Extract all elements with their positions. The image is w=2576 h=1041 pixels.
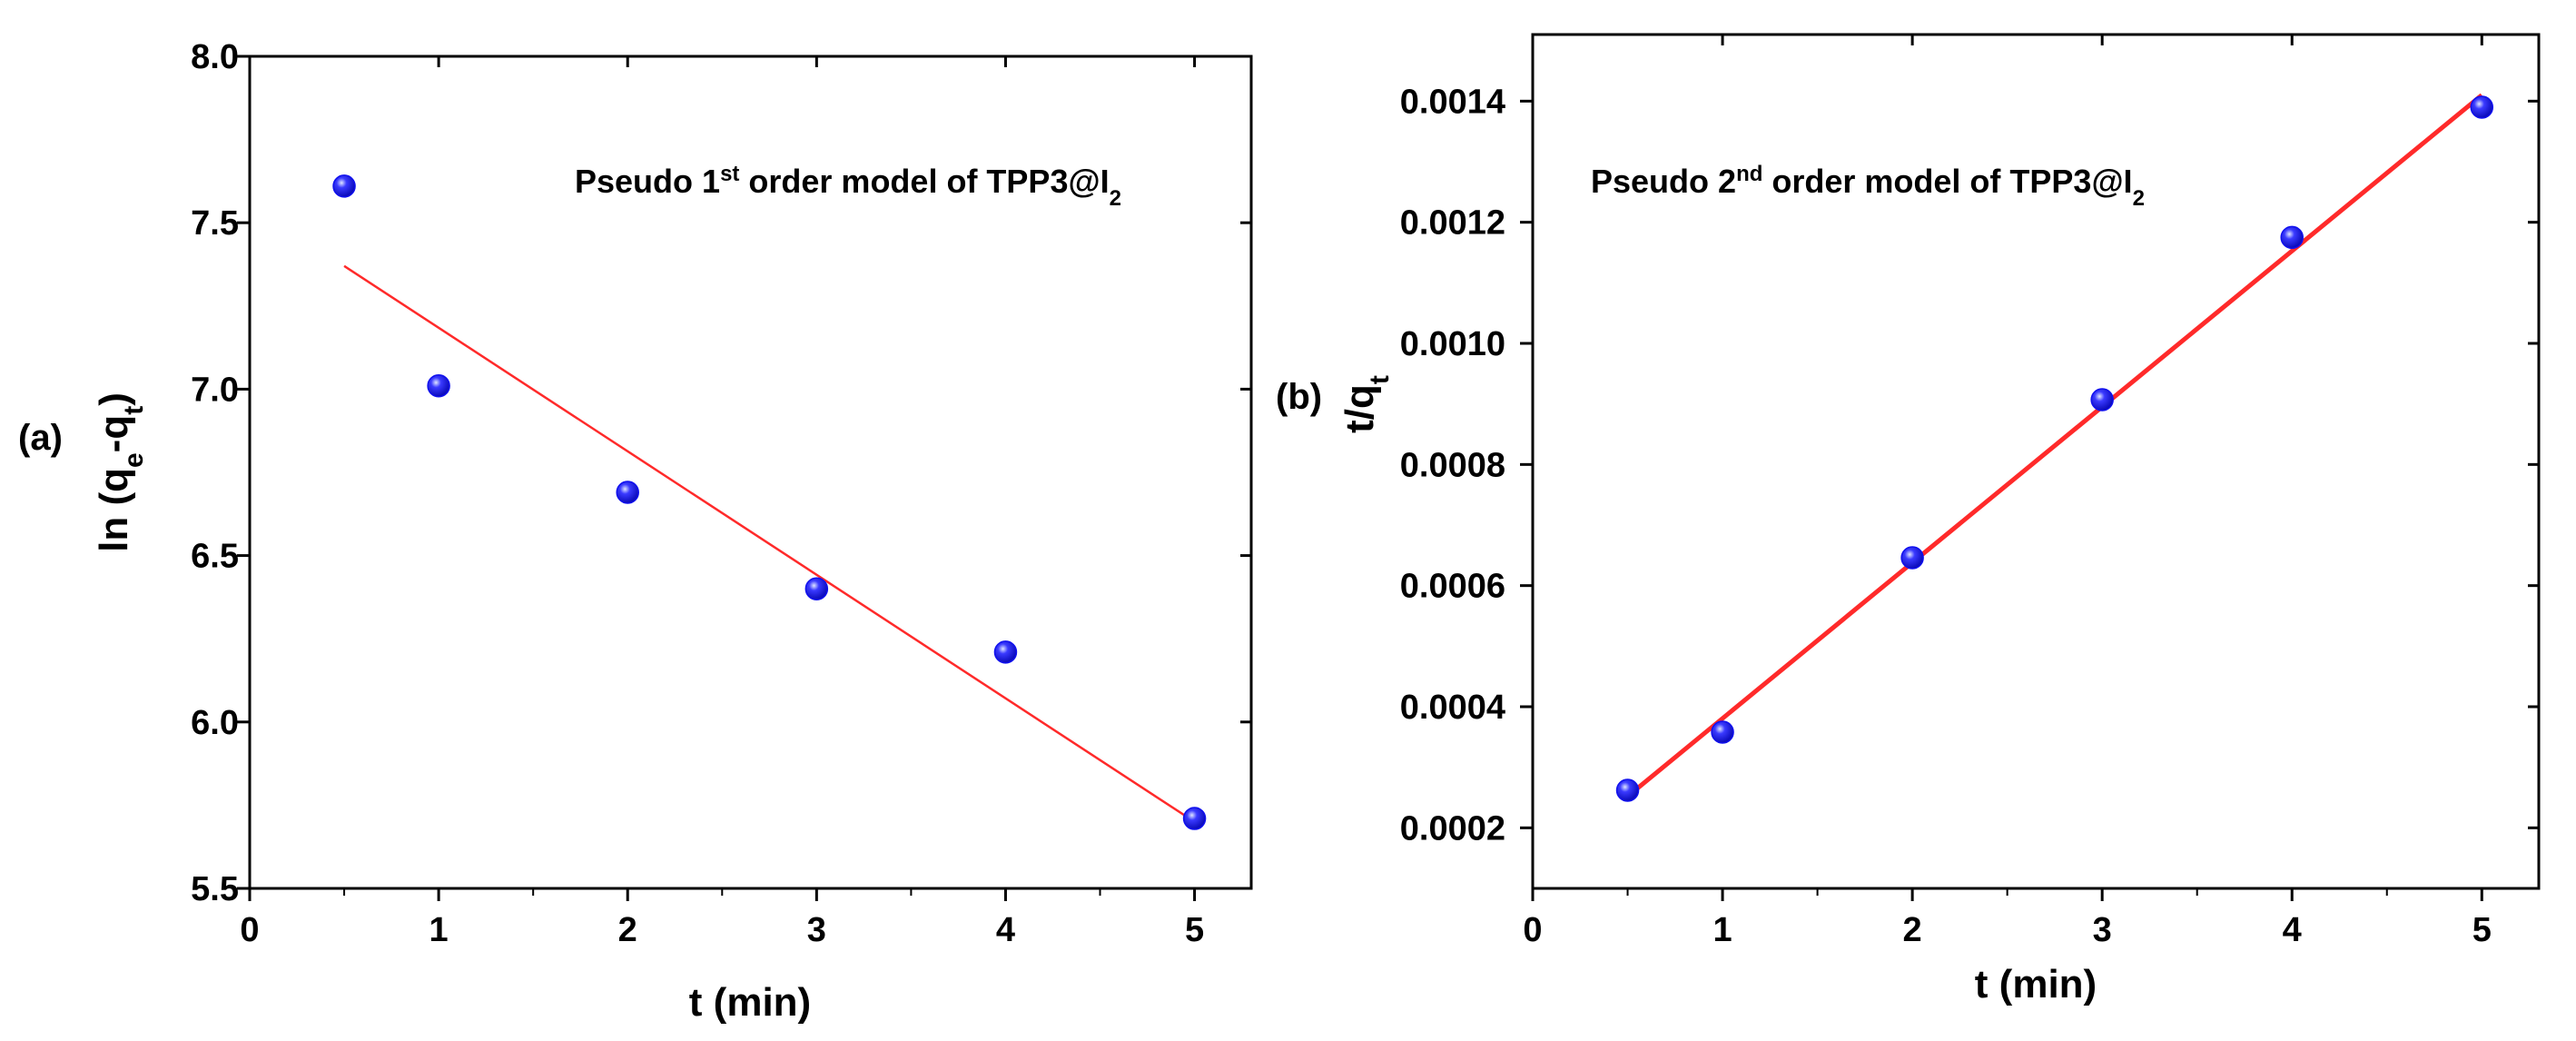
panel-b-data-point — [1711, 720, 1734, 744]
panel-b-y-tick-label: 0.0010 — [1400, 325, 1505, 363]
panel-b-x-tick-label: 5 — [2472, 911, 2492, 949]
panel-a-x-tick-label: 0 — [240, 911, 259, 949]
panel-a-fit-line — [343, 264, 1196, 823]
panel-b-plot-frame — [1531, 33, 2541, 890]
panel-b-data-point — [2280, 225, 2304, 250]
panel-a-data-point — [616, 481, 639, 504]
panel-b-x-tick-label: 1 — [1712, 911, 1732, 949]
panel-b-y-tick-label: 0.0014 — [1400, 83, 1505, 121]
panel-b-data-point — [2090, 388, 2114, 411]
panel-a-chart: 0 1 2 3 4 5 5.5 6.0 6.5 7.0 7.5 8.0 t (min) ln (qe-qt… — [18, 38, 1253, 1025]
panel-a-x-tick-label: 5 — [1185, 911, 1204, 949]
panel-b-chart: 0 1 2 3 4 5 0.0002 0.0004 0.0006 0.0008 0.0010 0.00… — [1276, 33, 2541, 1006]
panel-b-data-point — [2470, 95, 2494, 119]
panel-a-data-point — [1182, 807, 1207, 830]
panel-b-x-axis-title: t (min) — [1975, 962, 2097, 1006]
panel-b-x-tick-label: 4 — [2283, 911, 2302, 949]
panel-a-data-point — [993, 640, 1018, 664]
panel-a-x-axis-title: t (min) — [689, 980, 811, 1025]
panel-a-y-tick-label: 8.0 — [191, 38, 239, 76]
panel-b-y-tick-label: 0.0002 — [1400, 809, 1505, 848]
panel-b-y-tick-label: 0.0012 — [1400, 204, 1505, 243]
panel-b-x-tick-label: 3 — [2093, 911, 2112, 949]
panel-a-y-tick-label: 7.0 — [191, 371, 239, 409]
panel-a-x-tick-label: 1 — [429, 911, 449, 949]
panel-b-y-axis-title: t/qt — [1337, 375, 1395, 433]
panel-b-y-tick-label: 0.0004 — [1400, 689, 1505, 727]
panel-b-data-point — [1900, 546, 1924, 570]
panel-a-y-tick-label: 5.5 — [191, 870, 239, 908]
panel-b-y-tick-label: 0.0006 — [1400, 568, 1505, 606]
panel-a-data-point — [427, 373, 450, 398]
panel-a-x-tick-label: 4 — [996, 911, 1015, 949]
panel-a-x-tick-label: 3 — [807, 911, 826, 949]
panel-a-x-tick-label: 2 — [618, 911, 637, 949]
panel-a-label: (a) — [18, 418, 63, 458]
panel-a-y-tick-label: 6.0 — [191, 704, 239, 742]
panel-b-data-point — [1615, 778, 1640, 802]
panel-b-y-tick-label: 0.0008 — [1400, 446, 1505, 484]
panel-a-y-tick-label: 6.5 — [191, 538, 239, 576]
panel-b-x-tick-label: 0 — [1523, 911, 1542, 949]
panel-b-label: (b) — [1276, 377, 1322, 417]
panel-a-plot-frame — [248, 55, 1253, 890]
panel-b-annotation: Pseudo 2nd order model of TPP3@I2 — [1591, 162, 2145, 211]
panel-a-y-axis-title: ln (qe-qt) — [92, 392, 149, 552]
panel-a-data-point — [332, 174, 356, 198]
panel-a-y-tick-label: 7.5 — [191, 204, 239, 243]
panel-a-data-point — [804, 577, 829, 600]
panel-b-x-tick-label: 2 — [1903, 911, 1922, 949]
panel-a-annotation: Pseudo 1st order model of TPP3@I2 — [575, 162, 1121, 211]
panel-b-fit-line — [1625, 93, 2483, 798]
